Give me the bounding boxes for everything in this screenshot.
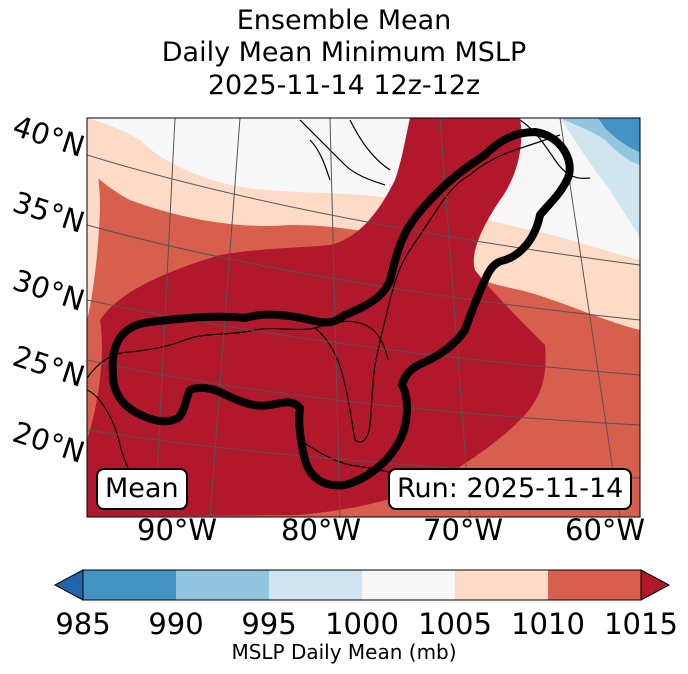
colorbar-over-arrow [640,569,671,601]
title-line-3: 2025-11-14 12z-12z [207,70,481,101]
colorbar-under-arrow [53,569,84,601]
colorbar-tick-995: 995 [241,607,297,641]
colorbar-bin-1000 [362,570,455,600]
title-line-1: Ensemble Mean [236,5,452,36]
colorbar-frame [82,569,642,601]
colorbar-tick-1005: 1005 [418,607,492,641]
map-frame [86,117,641,518]
colorbar-bin-1010 [548,570,641,600]
colorbar-bin-985 [83,570,176,600]
lon-label-80: 80°W [281,513,362,547]
map-panel [87,118,640,517]
colorbar-tick-1000: 1000 [325,607,399,641]
lon-label-70: 70°W [423,513,504,547]
lon-label-90: 90°W [137,513,218,547]
colorbar-bin-1005 [455,570,548,600]
colorbar [53,569,671,601]
run-date-box: Run: 2025-11-14 [388,468,633,510]
mean-label-box: Mean [96,468,188,510]
title-line-2: Daily Mean Minimum MSLP [161,37,527,68]
pressure-contour [108,128,574,490]
colorbar-bin-990 [176,570,269,600]
colorbar-bin-995 [269,570,362,600]
colorbar-tick-985: 985 [55,607,111,641]
colorbar-label: MSLP Daily Mean (mb) [231,640,457,664]
colorbar-tick-1010: 1010 [511,607,585,641]
lon-label-60: 60°W [565,513,646,547]
colorbar-tick-990: 990 [148,607,204,641]
colorbar-tick-1015: 1015 [604,607,678,641]
field-west-1005 [87,140,100,320]
field-985-990 [598,118,640,152]
